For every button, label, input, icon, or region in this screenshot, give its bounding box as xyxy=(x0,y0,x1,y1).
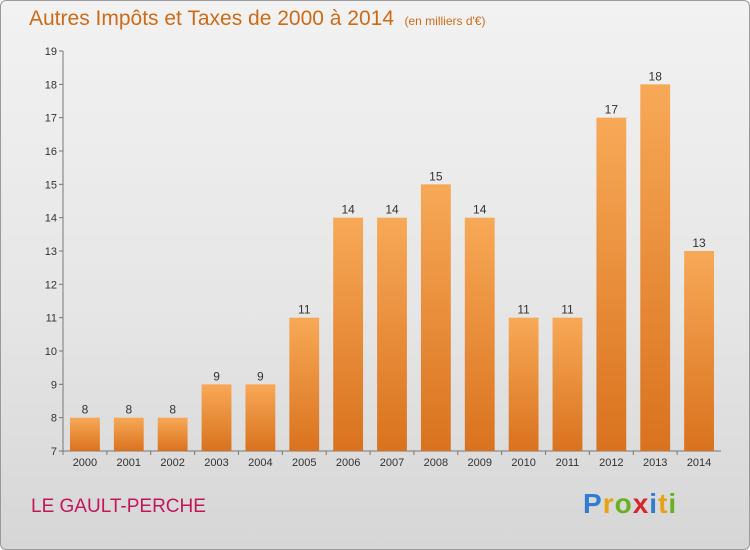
y-tick-label: 12 xyxy=(45,279,57,291)
bar-2010 xyxy=(508,317,539,451)
x-tick-label-2004: 2004 xyxy=(248,457,272,469)
x-tick-label-2013: 2013 xyxy=(643,457,667,469)
x-axis: 2000 2001 2002 2003 2004 2005 2006 2007 2008 2009… xyxy=(62,450,721,469)
y-axis: 7 8 9 10 11 12 13 14 15 16 17 18 19 xyxy=(45,46,64,458)
y-tick-label: 7 xyxy=(51,446,57,458)
y-tick-label: 13 xyxy=(45,246,57,258)
data-label-2003: 9 xyxy=(213,369,220,383)
commune-name: LE GAULT-PERCHE xyxy=(31,496,206,517)
brand-letter: o xyxy=(614,488,633,519)
brand-letter: i xyxy=(649,488,659,519)
x-tick-label-2003: 2003 xyxy=(204,457,228,469)
y-tick-label: 9 xyxy=(51,379,57,391)
y-tick-label: 15 xyxy=(45,179,57,191)
data-label-2004: 9 xyxy=(257,369,264,383)
data-label-2007: 14 xyxy=(385,203,399,217)
x-tick-label-2007: 2007 xyxy=(380,457,404,469)
bar-2007 xyxy=(377,217,407,451)
bar-2006 xyxy=(333,217,364,451)
bar-2011 xyxy=(552,317,583,451)
y-tick-label: 19 xyxy=(45,46,57,58)
data-label-2000: 8 xyxy=(82,403,89,417)
brand-logo: Proxiti xyxy=(583,488,677,520)
x-tick-label-2005: 2005 xyxy=(292,457,316,469)
brand-letter: t xyxy=(658,488,669,519)
bar-2002 xyxy=(157,417,188,451)
brand-letter: r xyxy=(602,488,615,519)
x-tick-label-2002: 2002 xyxy=(160,457,184,469)
y-tick-label: 17 xyxy=(45,113,57,125)
data-label-2010: 11 xyxy=(517,303,530,317)
data-label-2006: 14 xyxy=(341,203,355,217)
brand-letter: P xyxy=(583,488,603,519)
bars-group: 8 8 8 9 9 11 14 14 15 14 11 11 17 18 13 xyxy=(70,69,714,452)
bar-2008 xyxy=(420,184,451,452)
data-label-2013: 18 xyxy=(649,69,663,83)
y-tick-label: 16 xyxy=(45,146,57,158)
data-label-2014: 13 xyxy=(692,236,706,250)
y-tick-label: 11 xyxy=(46,313,57,325)
bar-2000 xyxy=(70,417,100,451)
y-tick-label: 14 xyxy=(45,213,57,225)
bar-2009 xyxy=(464,217,495,451)
chart-title-group: Autres Impôts et Taxes de 2000 à 2014 (e… xyxy=(29,7,485,31)
bar-2014 xyxy=(684,251,714,451)
data-label-2009: 14 xyxy=(473,203,487,217)
data-label-2002: 8 xyxy=(169,403,176,417)
y-tick-label: 18 xyxy=(45,79,57,91)
x-tick-label-2010: 2010 xyxy=(511,457,535,469)
bar-2004 xyxy=(245,384,276,451)
x-tick-label-2012: 2012 xyxy=(599,457,623,469)
bar-2001 xyxy=(113,417,144,451)
x-tick-label-2009: 2009 xyxy=(467,457,491,469)
chart-title: Autres Impôts et Taxes de 2000 à 2014 xyxy=(29,7,395,30)
x-tick-label-2011: 2011 xyxy=(556,457,580,469)
data-label-2011: 11 xyxy=(561,303,574,317)
data-label-2008: 15 xyxy=(429,169,443,183)
x-tick-label-2001: 2001 xyxy=(117,457,141,469)
chart-subtitle: (en milliers d'€) xyxy=(404,14,486,28)
bar-2003 xyxy=(201,384,232,451)
brand-letter: x xyxy=(632,488,650,519)
brand-letter: i xyxy=(668,488,678,519)
x-tick-label-2014: 2014 xyxy=(687,457,711,469)
data-label-2001: 8 xyxy=(125,403,132,417)
x-tick-label-2000: 2000 xyxy=(73,457,97,469)
bar-2005 xyxy=(289,317,320,451)
y-tick-label: 8 xyxy=(51,413,57,425)
x-tick-label-2008: 2008 xyxy=(424,457,448,469)
y-tick-label: 10 xyxy=(45,346,57,358)
bar-2013 xyxy=(640,84,671,451)
x-tick-label-2006: 2006 xyxy=(336,457,360,469)
data-label-2005: 11 xyxy=(298,303,311,317)
bar-2012 xyxy=(596,117,627,452)
data-label-2012: 17 xyxy=(605,103,619,117)
